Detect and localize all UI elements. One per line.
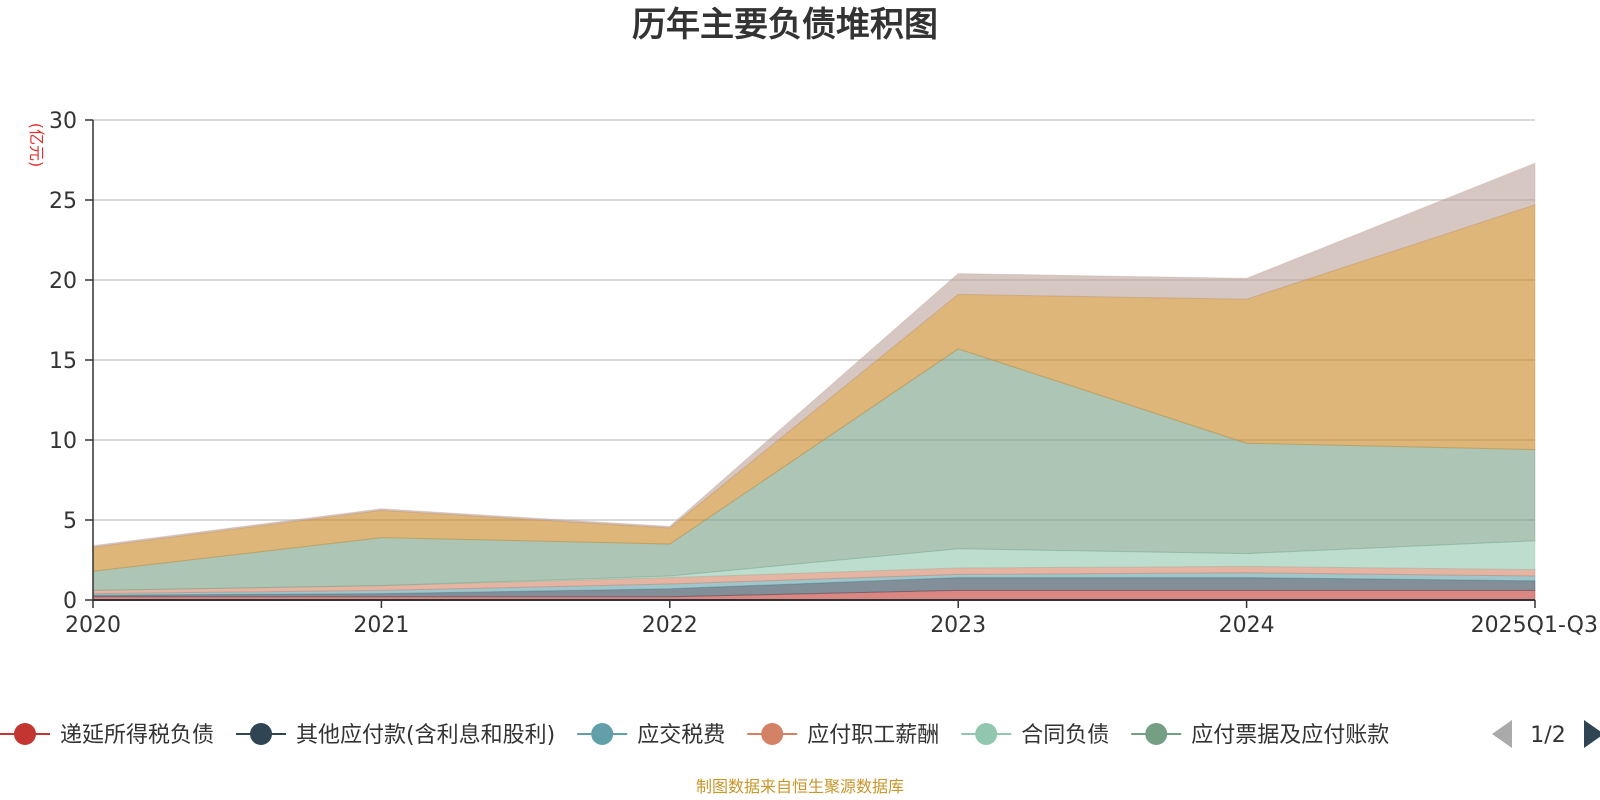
chart-title: 历年主要负债堆积图	[632, 5, 938, 45]
legend-label: 应付票据及应付账款	[1191, 723, 1389, 748]
y-tick-label: 15	[49, 349, 77, 374]
legend-item[interactable]: 递延所得税负债	[0, 723, 214, 748]
y-tick-label: 30	[49, 109, 77, 134]
legend-label: 其他应付款(含利息和股利)	[296, 723, 555, 748]
x-tick-label: 2023	[930, 613, 986, 638]
legend-item[interactable]: 其他应付款(含利息和股利)	[236, 723, 555, 748]
legend-item[interactable]: 应交税费	[577, 723, 725, 748]
legend-swatch-marker	[591, 723, 614, 745]
y-tick-label: 0	[63, 589, 77, 614]
legend-prev-page-icon[interactable]	[1492, 720, 1512, 748]
legend-swatch-marker	[250, 723, 273, 745]
legend-label: 应交税费	[637, 723, 725, 748]
y-tick-label: 10	[49, 429, 77, 454]
x-tick-label: 2024	[1219, 613, 1275, 638]
x-tick-label: 2020	[65, 613, 121, 638]
y-tick-label: 5	[63, 509, 77, 534]
legend-swatch-marker	[1145, 723, 1168, 745]
legend-page-indicator: 1/2	[1530, 723, 1565, 748]
legend-swatch-marker	[975, 723, 998, 745]
y-tick-label: 25	[49, 189, 77, 214]
x-tick-label: 2021	[353, 613, 409, 638]
legend-label: 合同负债	[1021, 723, 1109, 748]
area-series-8	[92, 162, 1536, 548]
legend-pager: 1/2	[1492, 720, 1600, 748]
legend-next-page-icon[interactable]	[1584, 720, 1600, 748]
y-axis-unit: (亿元)	[27, 123, 46, 168]
legend-label: 应付职工薪酬	[807, 723, 939, 748]
legend: 递延所得税负债 其他应付款(含利息和股利) 应交税费 应付职工薪酬 合同负债 应付票据及应…	[0, 723, 1389, 748]
legend-swatch-marker	[14, 723, 36, 745]
y-tick-label: 20	[49, 269, 77, 294]
legend-item[interactable]: 合同负债	[961, 723, 1109, 748]
area-series	[92, 162, 1536, 601]
axes: 0 5 10 15 20 25 30 2020 2021 2022 2023 2024 2025Q1-Q…	[49, 109, 1598, 638]
legend-label: 递延所得税负债	[60, 723, 214, 748]
legend-item[interactable]: 应付票据及应付账款	[1131, 723, 1389, 748]
legend-swatch-marker	[761, 723, 784, 745]
x-tick-label: 2022	[642, 613, 698, 638]
legend-item[interactable]: 应付职工薪酬	[747, 723, 939, 748]
x-tick-label: 2025Q1-Q3	[1471, 613, 1598, 638]
source-note: 制图数据来自恒生聚源数据库	[696, 777, 904, 796]
